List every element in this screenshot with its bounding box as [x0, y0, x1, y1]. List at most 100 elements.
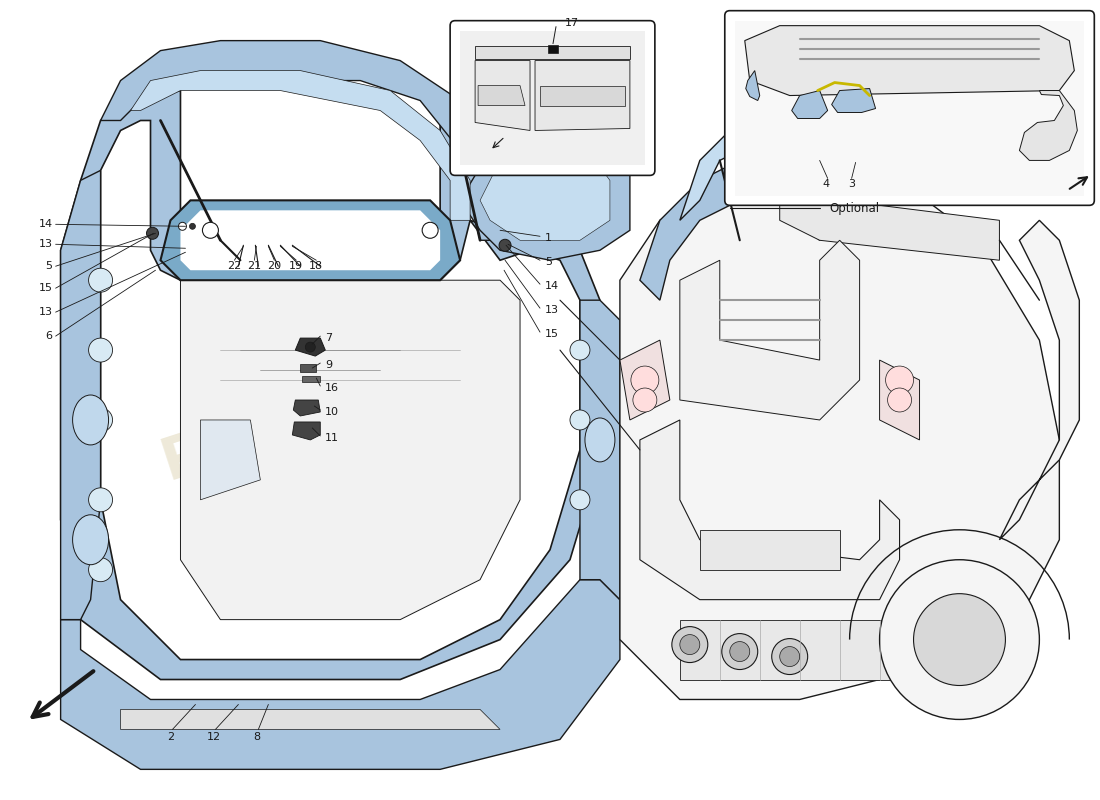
Polygon shape — [180, 250, 520, 620]
Polygon shape — [460, 101, 630, 260]
Polygon shape — [745, 26, 1075, 95]
Text: 3: 3 — [848, 179, 855, 190]
Polygon shape — [580, 300, 620, 600]
Circle shape — [89, 488, 112, 512]
Circle shape — [570, 490, 590, 510]
Polygon shape — [640, 161, 839, 300]
Circle shape — [886, 366, 913, 394]
Polygon shape — [478, 86, 525, 106]
Circle shape — [780, 646, 800, 666]
Text: 11: 11 — [326, 433, 339, 443]
Circle shape — [306, 342, 316, 352]
Circle shape — [499, 239, 512, 251]
Text: parts since 1...: parts since 1... — [249, 480, 432, 560]
Text: 1: 1 — [544, 234, 552, 243]
Polygon shape — [60, 580, 620, 770]
Text: 22: 22 — [228, 262, 242, 271]
Polygon shape — [832, 89, 876, 113]
Text: 14: 14 — [544, 281, 559, 291]
Polygon shape — [746, 70, 760, 101]
Circle shape — [570, 410, 590, 430]
Polygon shape — [180, 210, 440, 270]
Circle shape — [631, 366, 659, 394]
Circle shape — [772, 638, 807, 674]
Text: 21: 21 — [248, 262, 262, 271]
Polygon shape — [60, 170, 100, 620]
Circle shape — [888, 388, 912, 412]
Polygon shape — [121, 710, 501, 730]
Polygon shape — [475, 46, 630, 58]
FancyBboxPatch shape — [450, 21, 654, 175]
Circle shape — [89, 558, 112, 582]
Circle shape — [189, 223, 196, 230]
Circle shape — [89, 338, 112, 362]
Circle shape — [146, 227, 158, 239]
Polygon shape — [640, 420, 900, 600]
Text: 6: 6 — [45, 331, 53, 341]
Text: 19: 19 — [289, 262, 304, 271]
Ellipse shape — [73, 395, 109, 445]
Circle shape — [89, 268, 112, 292]
Text: 18: 18 — [309, 262, 323, 271]
Polygon shape — [735, 21, 1085, 196]
Polygon shape — [294, 400, 320, 416]
Text: Optional: Optional — [829, 202, 880, 215]
Polygon shape — [548, 45, 558, 53]
Polygon shape — [480, 130, 609, 240]
Polygon shape — [300, 364, 317, 372]
Text: 16: 16 — [326, 383, 339, 393]
Ellipse shape — [585, 418, 615, 462]
Text: 4: 4 — [822, 179, 829, 190]
Polygon shape — [100, 41, 500, 240]
Polygon shape — [200, 420, 261, 500]
Polygon shape — [161, 200, 460, 280]
Circle shape — [913, 594, 1005, 686]
Polygon shape — [680, 240, 859, 420]
Circle shape — [89, 408, 112, 432]
Circle shape — [672, 626, 707, 662]
Text: 20: 20 — [267, 262, 282, 271]
Polygon shape — [700, 530, 839, 570]
Polygon shape — [302, 376, 320, 382]
Circle shape — [178, 222, 187, 230]
Circle shape — [722, 634, 758, 670]
Text: 15: 15 — [544, 329, 559, 339]
Polygon shape — [460, 30, 645, 166]
Polygon shape — [680, 101, 839, 220]
Circle shape — [202, 222, 219, 238]
Text: 10: 10 — [326, 407, 339, 417]
Polygon shape — [475, 61, 530, 130]
Text: 17: 17 — [565, 18, 579, 28]
Polygon shape — [131, 70, 470, 220]
Circle shape — [570, 340, 590, 360]
Ellipse shape — [73, 515, 109, 565]
Polygon shape — [540, 86, 625, 106]
Polygon shape — [880, 360, 920, 440]
Polygon shape — [680, 620, 900, 679]
Polygon shape — [295, 338, 326, 356]
Polygon shape — [780, 170, 1000, 260]
Text: 5: 5 — [45, 262, 53, 271]
Polygon shape — [620, 340, 670, 420]
Polygon shape — [535, 61, 630, 130]
Text: 15: 15 — [39, 283, 53, 293]
Polygon shape — [1000, 220, 1079, 540]
Circle shape — [729, 642, 750, 662]
Text: 9: 9 — [326, 360, 332, 370]
Text: PartsFan: PartsFan — [154, 348, 447, 492]
Text: 13: 13 — [39, 307, 53, 317]
Text: 14: 14 — [39, 219, 53, 230]
Polygon shape — [1020, 90, 1077, 161]
Polygon shape — [620, 161, 1059, 699]
Circle shape — [680, 634, 700, 654]
Text: 12: 12 — [207, 733, 220, 742]
Circle shape — [880, 560, 1040, 719]
Text: 13: 13 — [39, 239, 53, 250]
Text: 2: 2 — [167, 733, 174, 742]
Circle shape — [632, 388, 657, 412]
Text: 8: 8 — [253, 733, 260, 742]
Polygon shape — [60, 90, 600, 679]
Polygon shape — [293, 422, 320, 440]
Polygon shape — [792, 90, 827, 118]
Text: 5: 5 — [544, 258, 552, 267]
